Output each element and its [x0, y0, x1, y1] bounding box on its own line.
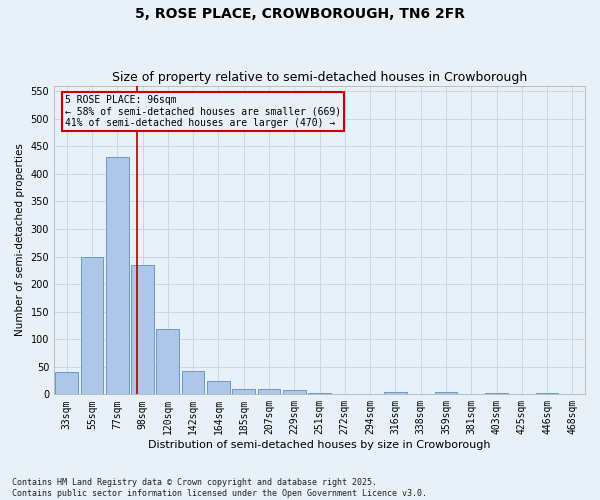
Bar [131, 265, 154, 394]
Bar [207, 380, 230, 394]
Bar [308, 393, 331, 394]
Bar [257, 389, 280, 394]
Bar [182, 371, 205, 394]
Bar [80, 256, 103, 394]
Text: 5, ROSE PLACE, CROWBOROUGH, TN6 2FR: 5, ROSE PLACE, CROWBOROUGH, TN6 2FR [135, 8, 465, 22]
Bar [485, 393, 508, 394]
Bar [384, 392, 407, 394]
Bar [536, 393, 559, 394]
Title: Size of property relative to semi-detached houses in Crowborough: Size of property relative to semi-detach… [112, 72, 527, 85]
Bar [283, 390, 305, 394]
Bar [55, 372, 78, 394]
Bar [157, 330, 179, 394]
Bar [106, 158, 128, 394]
X-axis label: Distribution of semi-detached houses by size in Crowborough: Distribution of semi-detached houses by … [148, 440, 491, 450]
Text: Contains HM Land Registry data © Crown copyright and database right 2025.
Contai: Contains HM Land Registry data © Crown c… [12, 478, 427, 498]
Text: 5 ROSE PLACE: 96sqm
← 58% of semi-detached houses are smaller (669)
41% of semi-: 5 ROSE PLACE: 96sqm ← 58% of semi-detach… [65, 95, 341, 128]
Bar [232, 389, 255, 394]
Bar [434, 392, 457, 394]
Y-axis label: Number of semi-detached properties: Number of semi-detached properties [15, 144, 25, 336]
